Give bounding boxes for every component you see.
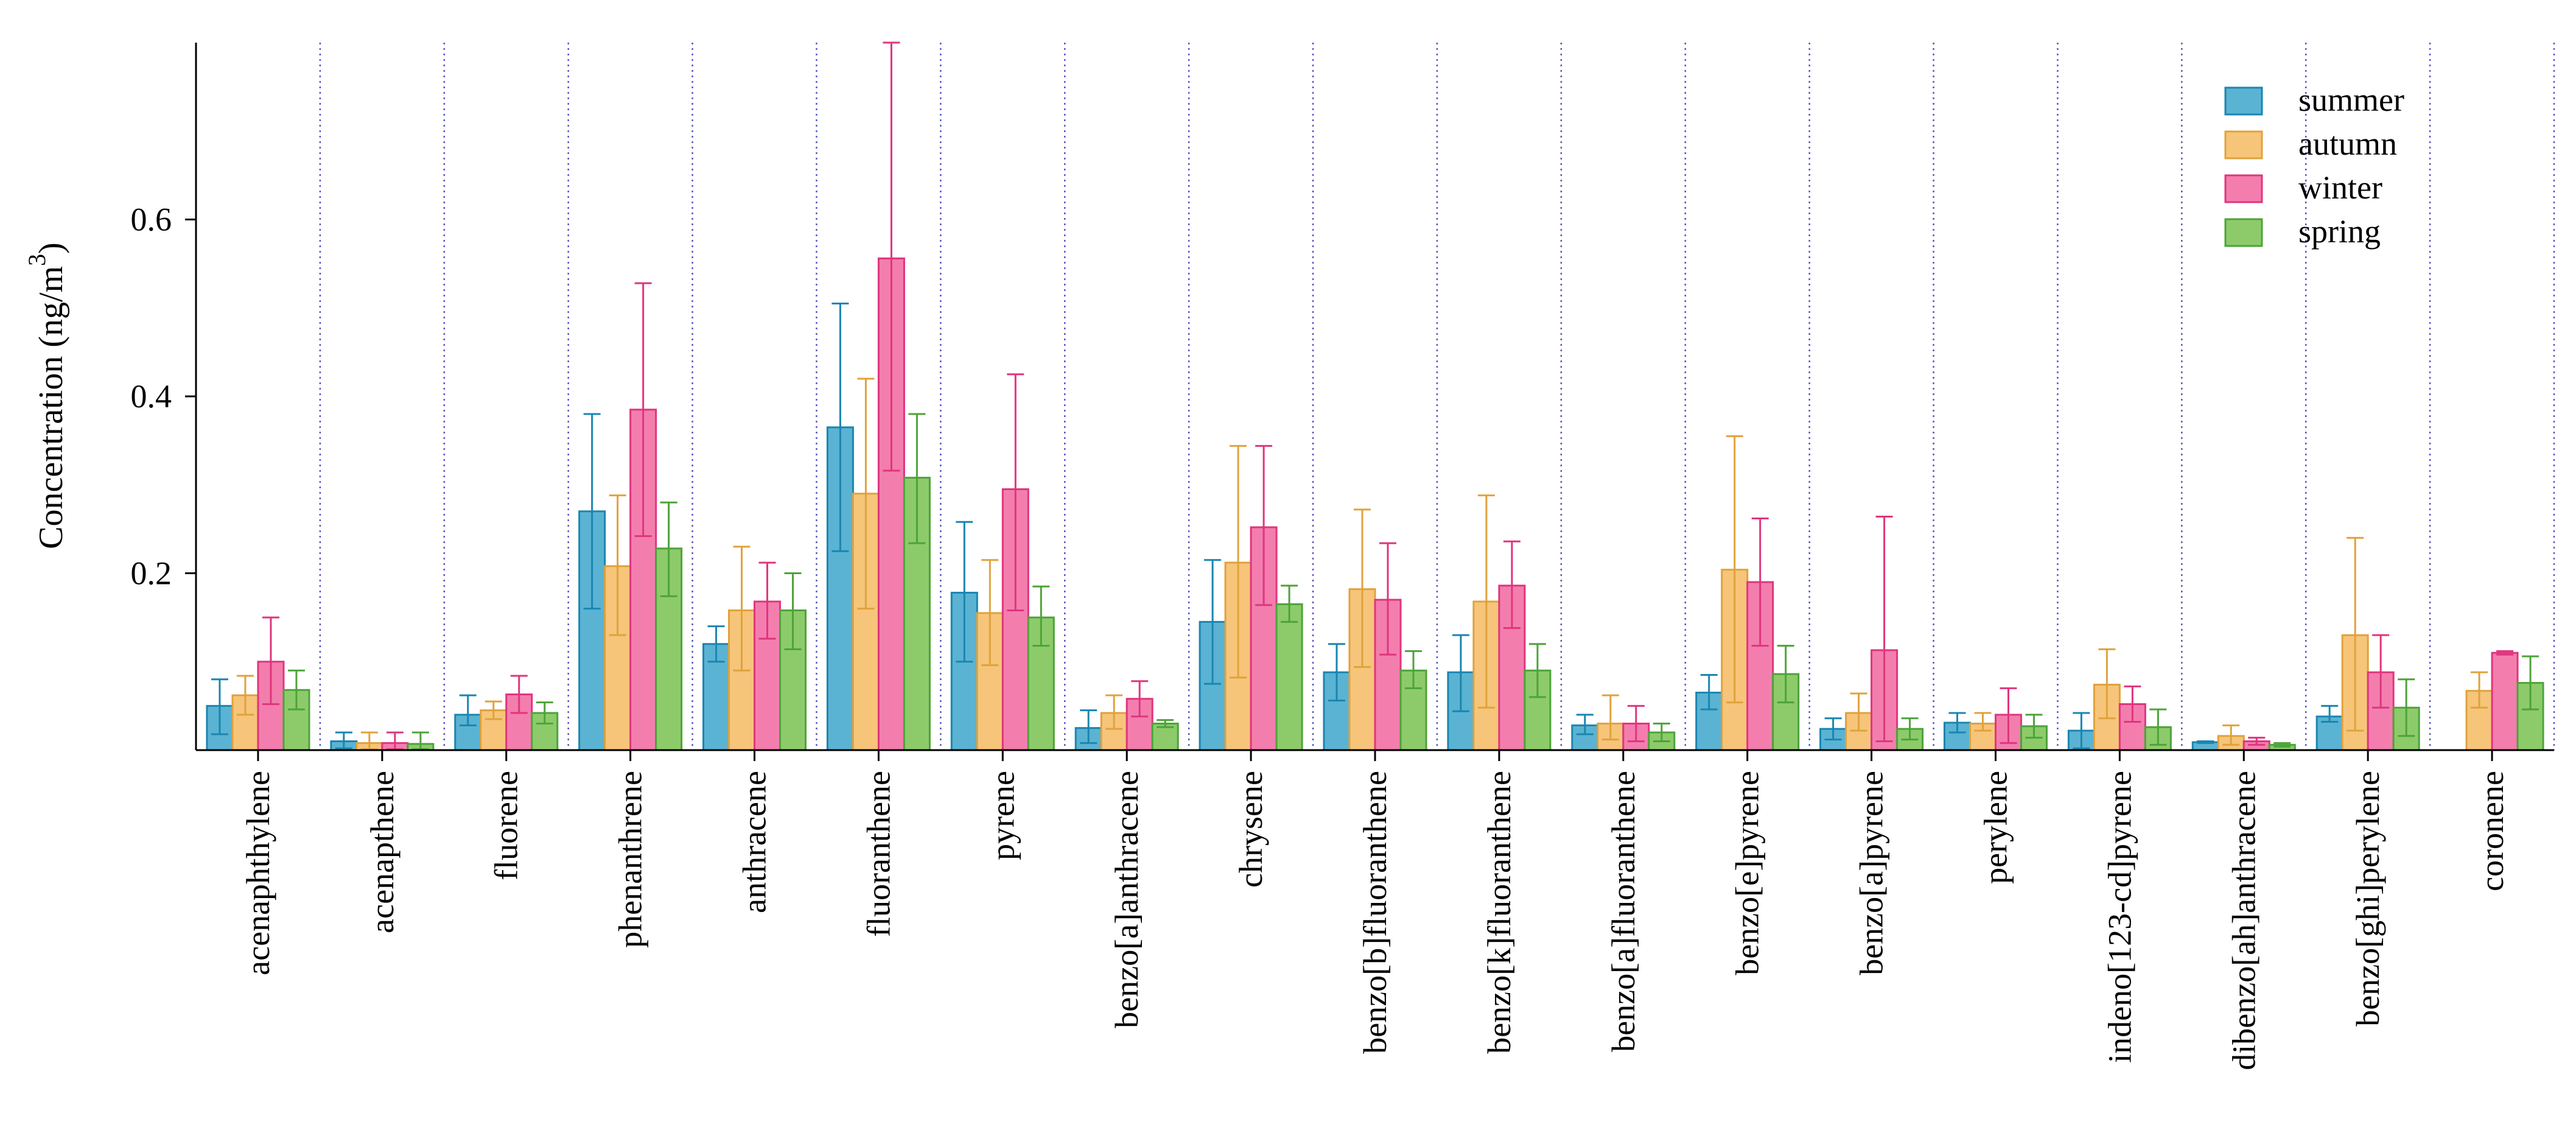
legend-swatch-autumn — [2224, 130, 2263, 160]
x-tick-label: perylene — [1977, 771, 2014, 884]
x-tick-label: dibenzo[ah]anthracene — [2225, 771, 2262, 1070]
bar-spring — [1275, 603, 1303, 751]
x-tick-label: fluoranthene — [860, 771, 897, 937]
x-tick-label: benzo[a]fluoranthene — [1605, 771, 1642, 1052]
x-tick-label: benzo[e]pyrene — [1729, 771, 1766, 975]
x-tick-label: benzo[a]pyrene — [1853, 771, 1890, 975]
legend-swatch-summer — [2224, 86, 2263, 116]
legend-label-summer: summer — [2298, 82, 2404, 118]
x-tick-label: fluorene — [488, 771, 525, 880]
x-tick-label: chrysene — [1233, 771, 1269, 888]
x-tick-labels: acenaphthylene acenapthene fluorene phenant… — [240, 750, 2510, 1070]
legend-label-winter: winter — [2298, 169, 2382, 206]
bars-layer — [206, 41, 2544, 751]
y-tick-label: 0.4 — [131, 378, 172, 415]
x-tick-label: benzo[b]fluoranthene — [1357, 771, 1393, 1054]
x-tick-label: pyrene — [984, 771, 1021, 860]
legend-swatch-winter — [2224, 174, 2263, 203]
legend-label-autumn: autumn — [2298, 125, 2397, 162]
bar-winter — [2491, 651, 2519, 751]
y-axis-title: Concentration (ng/m3) — [23, 242, 70, 549]
x-tick-label: benzo[k]fluoranthene — [1481, 771, 1517, 1054]
x-tick-label: anthracene — [737, 771, 773, 913]
legend: summer autumn winter spring — [2224, 82, 2404, 250]
legend-label-spring: spring — [2298, 213, 2381, 250]
x-tick-label: indeno[123-cd]pyrene — [2101, 771, 2138, 1063]
y-tick-label: 0.6 — [131, 202, 172, 238]
x-tick-label: benzo[ghi]perylene — [2350, 771, 2386, 1027]
x-tick-label: phenanthrene — [612, 771, 649, 948]
legend-swatch-spring — [2224, 218, 2263, 247]
x-tick-label: coronene — [2474, 771, 2510, 891]
x-tick-label: acenaphthylene — [240, 771, 276, 975]
y-ticks: 0.2 0.4 0.6 — [131, 202, 196, 592]
x-tick-label: benzo[a]anthracene — [1108, 771, 1145, 1028]
y-tick-label: 0.2 — [131, 555, 172, 592]
x-tick-label: acenapthene — [364, 771, 401, 933]
